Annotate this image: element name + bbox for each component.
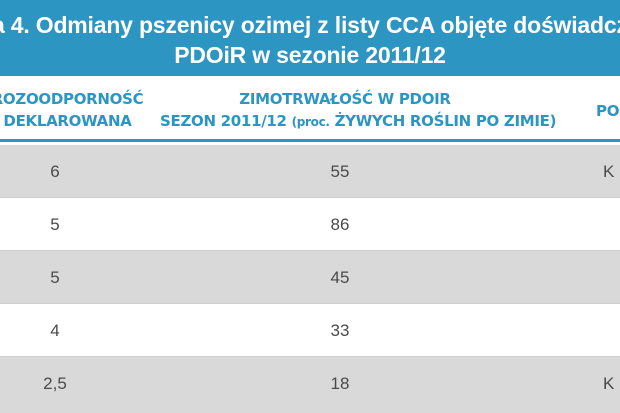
cell-hardiness: 55 <box>330 162 350 181</box>
table-header: ROZOODPORNOŚĆ DEKLAROWANA ZIMOTRWAŁOŚĆ W… <box>0 76 620 142</box>
cell-resistance: 6 <box>50 162 60 181</box>
header-hardiness-line1: ZIMOTRWAŁOŚĆ W PDOIR <box>239 90 451 108</box>
header-hardiness: ZIMOTRWAŁOŚĆ W PDOIR SEZON 2011/12 (proc… <box>160 88 556 133</box>
header-hardiness-season: SEZON 2011/12 <box>160 112 292 130</box>
cell-extra: K <box>603 374 615 393</box>
cell-extra: K <box>603 162 615 181</box>
table-row: 6 55 K <box>0 145 620 198</box>
table-title-line1: a 4. Odmiany pszenicy ozimej z listy CCA… <box>0 12 620 38</box>
table-row: 5 45 <box>0 251 620 304</box>
table-title-band: a 4. Odmiany pszenicy ozimej z listy CCA… <box>0 0 620 76</box>
header-resistance-line2: DEKLAROWANA <box>3 112 132 130</box>
header-resistance: ROZOODPORNOŚĆ DEKLAROWANA <box>0 88 175 132</box>
cell-hardiness: 18 <box>330 374 350 393</box>
cell-resistance: 4 <box>50 321 60 340</box>
header-hardiness-proc: (proc. <box>291 115 330 129</box>
row-divider <box>0 197 620 198</box>
row-divider <box>0 250 620 251</box>
table-row: 2,5 18 K <box>0 357 620 413</box>
cell-extra <box>603 251 620 304</box>
table-row: 4 33 <box>0 304 620 357</box>
cell-hardiness: 86 <box>330 215 350 234</box>
row-divider <box>0 356 620 357</box>
header-hardiness-rest: ŻYWYCH ROŚLIN PO ZIMIE) <box>329 112 557 130</box>
row-divider <box>0 303 620 304</box>
cell-resistance: 5 <box>50 268 60 287</box>
cell-resistance: 2,5 <box>43 374 67 393</box>
table-row: 5 86 <box>0 198 620 251</box>
table-title-line2: PDOiR w sezonie 2011/12 <box>174 42 446 68</box>
header-hardiness-line2: SEZON 2011/12 (proc. ŻYWYCH ROŚLIN PO ZI… <box>160 110 556 133</box>
cell-extra <box>603 304 620 357</box>
cell-hardiness: 45 <box>330 268 350 287</box>
header-col3: PO <box>596 102 620 120</box>
cell-resistance: 5 <box>50 215 60 234</box>
cell-hardiness: 33 <box>330 321 350 340</box>
header-resistance-line1: ROZOODPORNOŚĆ <box>0 90 144 108</box>
cell-extra <box>603 198 620 251</box>
